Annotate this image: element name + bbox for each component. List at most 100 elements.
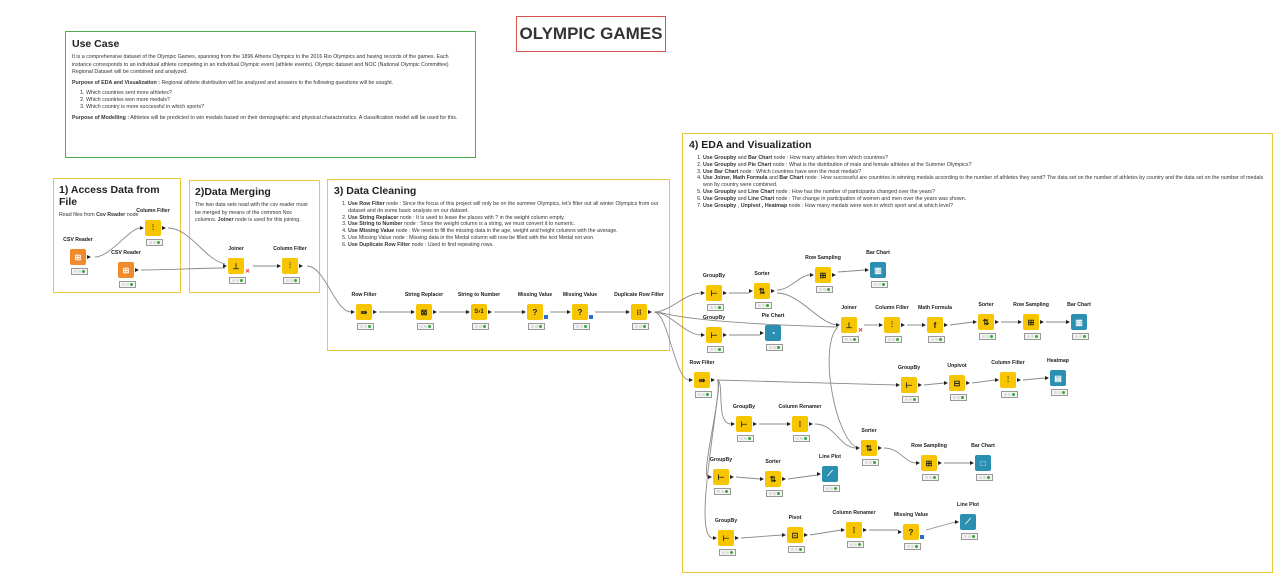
cleaning-step: Use String to Number node : Since the we… (348, 221, 663, 228)
rename-icon: ⁞ (792, 416, 808, 432)
node-label: GroupBy (732, 404, 756, 410)
sort-icon: ⇅ (754, 283, 770, 299)
line-plot-icon: ⟋ (822, 466, 838, 482)
node-label: Joiner (841, 305, 857, 311)
node-label: Missing Value (517, 292, 553, 298)
node-label: Sorter (978, 302, 994, 308)
node-label: GroupBy (702, 273, 726, 279)
row-filter-icon: ⇛ (356, 304, 372, 320)
node-label: Line Plot (819, 454, 841, 460)
use-case-intro: It is a comprehensive dataset of the Oly… (72, 54, 449, 76)
page-title: OLYMPIC GAMES (516, 16, 666, 52)
eda-step: Use Groupby , Unpivot , Heatmap node : H… (703, 203, 1266, 210)
port-icon (589, 315, 593, 319)
groupby-icon: ⊢ (718, 530, 734, 546)
port-icon (920, 535, 924, 539)
filter-icon: ⫶ (145, 220, 161, 236)
eda-steps: Use Groupby and Bar Chart node : How man… (689, 155, 1266, 209)
merging-text: The two data sets read with the csv read… (195, 202, 308, 224)
port-icon (544, 315, 548, 319)
filter-icon: ⫶ (884, 317, 900, 333)
use-case-eda: Purpose of EDA and Visualization : Regio… (72, 79, 394, 86)
node-label: String to Number (457, 292, 501, 298)
node-label: Bar Chart (971, 443, 995, 449)
wire (949, 321, 974, 326)
wire (735, 476, 761, 480)
node-label: Column Filter (991, 360, 1025, 366)
wire (925, 521, 956, 531)
question-item: Which countries won more medals? (86, 97, 469, 104)
line-plot-icon: ⟋ (960, 514, 976, 530)
cleaning-step: Use Duplicate Row Filter node : Used to … (348, 242, 663, 249)
sort-icon: ⇅ (978, 314, 994, 330)
groupby-icon: ⊢ (901, 377, 917, 393)
node-label: Unpivot (947, 363, 967, 369)
file-icon: ⊞ (70, 249, 86, 265)
node-label: Row Sampling (911, 443, 947, 449)
warning-icon: ✕ (245, 269, 251, 275)
node-label: Math Formula (917, 305, 952, 311)
wire (809, 529, 842, 536)
wire (776, 274, 811, 291)
wire (653, 311, 837, 328)
wire (167, 227, 226, 265)
cleaning-step: Use Missing Value node : We need to fill… (348, 228, 663, 235)
node-label: Duplicate Row Filter (614, 292, 664, 298)
node-label: Joiner (228, 246, 244, 252)
node-label: Bar Chart (866, 250, 890, 256)
wire (883, 447, 917, 464)
sort-icon: ⇅ (765, 471, 781, 487)
join-icon: ⊥ (841, 317, 857, 333)
cleaning-step: Use Missing Value node : Missing data in… (348, 235, 663, 242)
node-label: Pivot (788, 515, 802, 521)
eda-annotation: 4) EDA and Visualization Use Groupby and… (682, 133, 1273, 573)
wire (306, 265, 352, 313)
use-case-heading: Use Case (72, 38, 120, 50)
eda-heading: 4) EDA and Visualization (689, 139, 812, 151)
wire (94, 227, 141, 258)
wire (787, 474, 818, 480)
node-label: Row Filter (351, 292, 377, 298)
unpivot-icon: ⊟ (949, 375, 965, 391)
groupby-icon: ⊢ (713, 469, 729, 485)
join-icon: ⊥ (228, 258, 244, 274)
access-text: Read files from Csv Reader node (59, 212, 139, 218)
data-cleaning-annotation: 3) Data Cleaning Use Row Filter node : S… (327, 179, 670, 351)
node-label: GroupBy (702, 315, 726, 321)
access-heading: 1) Access Data from File (59, 184, 160, 208)
node-label: Heatmap (1047, 358, 1069, 364)
convert-icon: S›1 (471, 304, 487, 320)
eda-step: Use Joiner, Math Formula and Bar Chart n… (703, 175, 1266, 189)
rename-icon: ⁞ (846, 522, 862, 538)
node-label: Missing Value (893, 512, 929, 518)
question-icon: ? (572, 304, 588, 320)
replace-icon: ⊠ (416, 304, 432, 320)
node-label: GroupBy (709, 457, 733, 463)
node-label: Sorter (765, 459, 781, 465)
node-label: GroupBy (897, 365, 921, 371)
filter-icon: ⫶ (282, 258, 298, 274)
filter-icon: ⫶ (1000, 372, 1016, 388)
wire (814, 423, 857, 449)
wire (971, 379, 996, 384)
formula-icon: f (927, 317, 943, 333)
node-label: GroupBy (714, 518, 738, 524)
wire (923, 382, 945, 386)
wire (653, 311, 690, 381)
use-case-annotation: Use Case It is a comprehensive dataset o… (65, 31, 476, 158)
groupby-icon: ⊢ (706, 285, 722, 301)
node-label: Bar Chart (1067, 302, 1091, 308)
node-label: String Replacer (404, 292, 444, 298)
sampling-icon: ⊞ (815, 267, 831, 283)
cleaning-steps: Use Row Filter node : Since the focus of… (334, 201, 663, 249)
wire (716, 379, 897, 386)
wire (1022, 377, 1046, 381)
data-merging-annotation: 2)Data Merging The two data sets read wi… (189, 180, 320, 293)
pie-chart-icon: ◔ (765, 325, 781, 341)
node-label: Column Filter (875, 305, 909, 311)
eda-step: Use Bar Chart node : Which countries hav… (703, 169, 1266, 176)
bar-chart-icon: ▥ (1071, 314, 1087, 330)
row-filter-icon: ⇛ (694, 372, 710, 388)
cleaning-heading: 3) Data Cleaning (334, 185, 417, 197)
